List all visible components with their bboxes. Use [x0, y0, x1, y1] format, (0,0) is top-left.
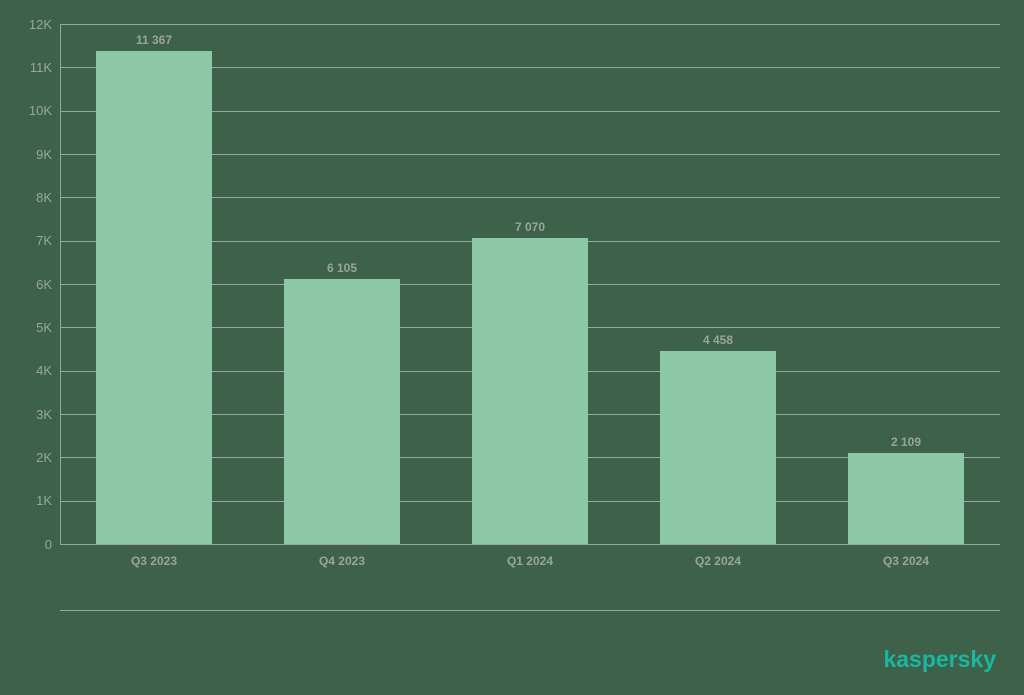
ytick-label: 8K	[12, 190, 52, 205]
bar	[96, 51, 213, 544]
ytick-label: 5K	[12, 320, 52, 335]
footer-divider	[60, 610, 1000, 611]
xtick-label: Q3 2024	[846, 554, 966, 568]
bar	[660, 351, 777, 544]
bar-value-label: 7 070	[470, 220, 590, 234]
ytick-label: 4K	[12, 363, 52, 378]
xtick-label: Q3 2023	[94, 554, 214, 568]
xtick-label: Q1 2024	[470, 554, 590, 568]
ytick-label: 3K	[12, 407, 52, 422]
ytick-label: 10K	[12, 103, 52, 118]
ytick-label: 12K	[12, 17, 52, 32]
bar-value-label: 4 458	[658, 333, 778, 347]
bar	[284, 279, 401, 544]
ytick-label: 11K	[12, 60, 52, 75]
brand-logo: kaspersky	[883, 646, 996, 673]
ytick-label: 7K	[12, 233, 52, 248]
ytick-label: 1K	[12, 493, 52, 508]
xtick-label: Q4 2023	[282, 554, 402, 568]
ytick-label: 6K	[12, 277, 52, 292]
bar-value-label: 2 109	[846, 435, 966, 449]
bar	[848, 453, 965, 544]
bar-value-label: 6 105	[282, 261, 402, 275]
gridline	[60, 24, 1000, 25]
ytick-label: 2K	[12, 450, 52, 465]
gridline	[60, 544, 1000, 545]
bar-value-label: 11 367	[94, 33, 214, 47]
xtick-label: Q2 2024	[658, 554, 778, 568]
bar	[472, 238, 589, 544]
plot-area: 01K2K3K4K5K6K7K8K9K10K11K12K11 367Q3 202…	[60, 24, 1000, 544]
y-axis-line	[60, 24, 61, 544]
ytick-label: 9K	[12, 147, 52, 162]
ytick-label: 0	[12, 537, 52, 552]
chart-canvas: 0 1K 2K 3K 4K 5K 6K 7K 8K 9K 10K 11K 12K 11 367 Q3 202…	[0, 0, 1024, 695]
